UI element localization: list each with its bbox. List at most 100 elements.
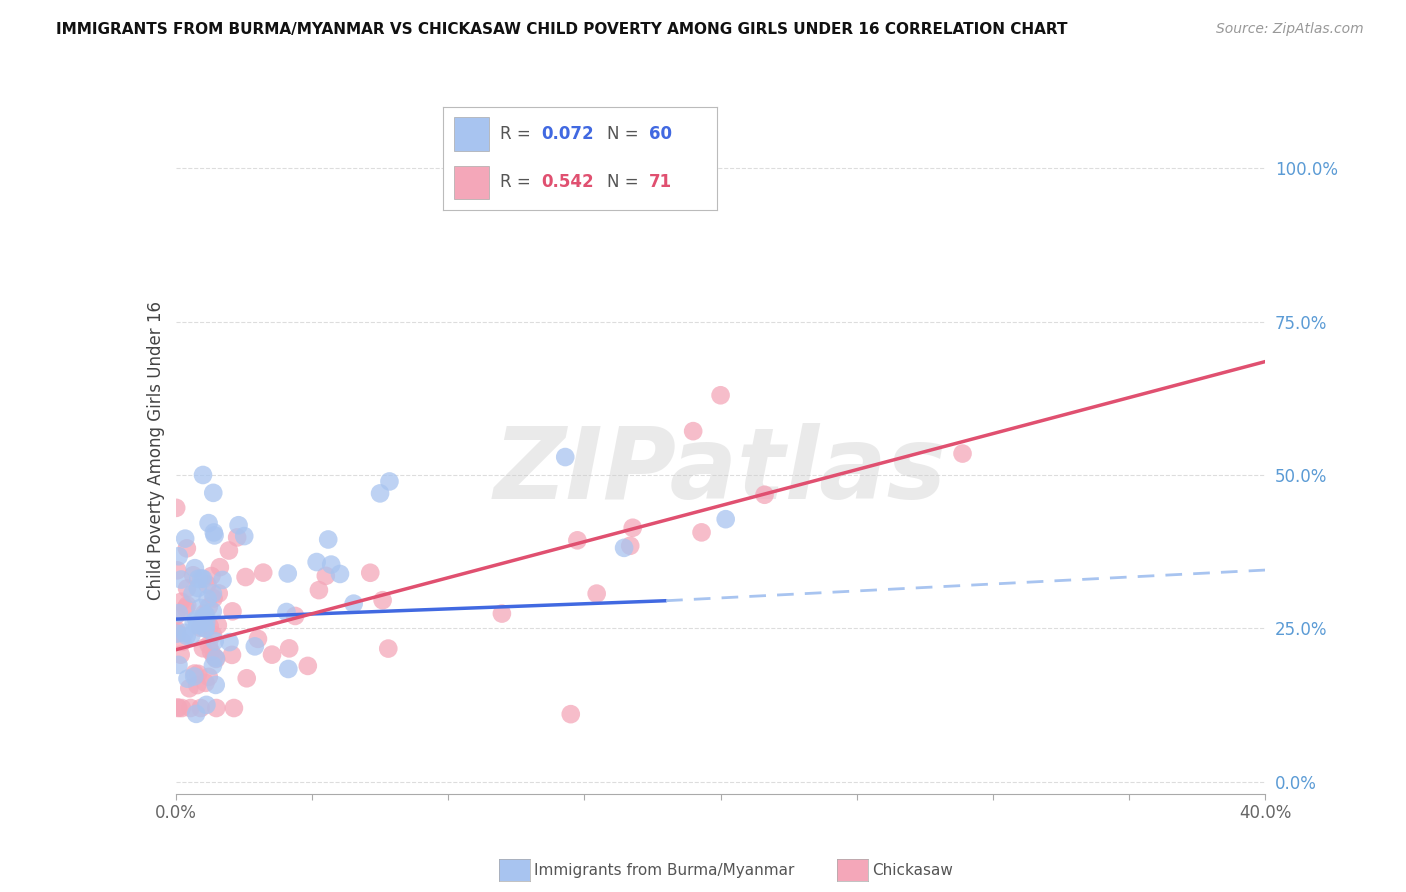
- Point: [176, 629, 198, 643]
- Point: [176, 541, 198, 556]
- Point: [221, 648, 243, 662]
- Point: [166, 700, 188, 714]
- Point: [714, 512, 737, 526]
- Point: [211, 573, 233, 587]
- Point: [277, 566, 299, 581]
- Point: [205, 652, 228, 666]
- Point: [167, 549, 190, 564]
- Point: [246, 632, 269, 646]
- Text: 0.542: 0.542: [541, 173, 595, 192]
- Point: [197, 591, 219, 606]
- Point: [260, 648, 283, 662]
- Point: [190, 701, 212, 715]
- Point: [166, 626, 188, 640]
- Text: Chickasaw: Chickasaw: [872, 863, 953, 878]
- Text: IMMIGRANTS FROM BURMA/MYANMAR VS CHICKASAW CHILD POVERTY AMONG GIRLS UNDER 16 CO: IMMIGRANTS FROM BURMA/MYANMAR VS CHICKAS…: [56, 22, 1067, 37]
- Point: [188, 621, 211, 635]
- Point: [235, 671, 257, 685]
- Point: [179, 681, 201, 696]
- Point: [181, 587, 204, 601]
- Point: [166, 624, 188, 638]
- Point: [186, 617, 208, 632]
- Point: [204, 678, 226, 692]
- Point: [276, 605, 298, 619]
- Point: [222, 701, 245, 715]
- Point: [184, 561, 207, 575]
- Point: [343, 597, 366, 611]
- Point: [191, 641, 214, 656]
- Point: [710, 388, 733, 402]
- Point: [170, 701, 193, 715]
- Point: [165, 608, 187, 623]
- Point: [378, 475, 401, 489]
- Text: N =: N =: [607, 125, 644, 144]
- Point: [560, 707, 582, 722]
- Point: [191, 572, 214, 586]
- Point: [377, 641, 399, 656]
- Point: [201, 627, 224, 641]
- Point: [166, 563, 188, 577]
- Point: [180, 629, 202, 643]
- Point: [243, 640, 266, 654]
- FancyBboxPatch shape: [454, 118, 489, 151]
- Text: 71: 71: [648, 173, 672, 192]
- Point: [193, 611, 215, 625]
- Point: [567, 533, 589, 548]
- Text: 0.072: 0.072: [541, 125, 595, 144]
- Point: [180, 701, 202, 715]
- Point: [371, 593, 394, 607]
- Point: [218, 543, 240, 558]
- Point: [201, 586, 224, 600]
- Point: [305, 555, 328, 569]
- Point: [187, 572, 209, 586]
- Text: N =: N =: [607, 173, 644, 192]
- Point: [368, 486, 391, 500]
- Point: [195, 698, 218, 712]
- Point: [194, 676, 217, 690]
- Point: [205, 651, 228, 665]
- Point: [315, 569, 337, 583]
- Point: [187, 666, 209, 681]
- Point: [187, 581, 209, 595]
- Point: [204, 528, 226, 542]
- Point: [233, 529, 256, 543]
- Point: [200, 569, 222, 583]
- Point: [204, 634, 226, 648]
- Point: [197, 670, 219, 684]
- Point: [176, 672, 198, 686]
- Text: R =: R =: [501, 173, 537, 192]
- Point: [316, 533, 339, 547]
- Text: R =: R =: [501, 125, 537, 144]
- Point: [197, 516, 219, 530]
- Point: [167, 657, 190, 672]
- Text: Source: ZipAtlas.com: Source: ZipAtlas.com: [1216, 22, 1364, 37]
- Point: [197, 599, 219, 614]
- Point: [176, 599, 198, 613]
- Point: [176, 582, 198, 596]
- Point: [754, 488, 776, 502]
- Point: [194, 622, 217, 636]
- Point: [321, 558, 343, 572]
- Point: [193, 607, 215, 621]
- Point: [191, 467, 214, 482]
- Point: [952, 446, 974, 460]
- Point: [194, 609, 217, 624]
- Point: [167, 701, 190, 715]
- Point: [284, 609, 307, 624]
- Point: [202, 486, 225, 500]
- Point: [218, 635, 240, 649]
- FancyBboxPatch shape: [454, 166, 489, 199]
- Y-axis label: Child Poverty Among Girls Under 16: Child Poverty Among Girls Under 16: [146, 301, 165, 600]
- Point: [186, 612, 208, 626]
- Point: [166, 626, 188, 640]
- Point: [585, 586, 607, 600]
- Point: [181, 568, 204, 582]
- Point: [200, 645, 222, 659]
- Text: ZIPatlas: ZIPatlas: [494, 423, 948, 519]
- Point: [188, 601, 211, 615]
- Point: [491, 607, 513, 621]
- Point: [194, 621, 217, 635]
- Point: [228, 518, 250, 533]
- Point: [190, 571, 212, 585]
- Point: [554, 450, 576, 464]
